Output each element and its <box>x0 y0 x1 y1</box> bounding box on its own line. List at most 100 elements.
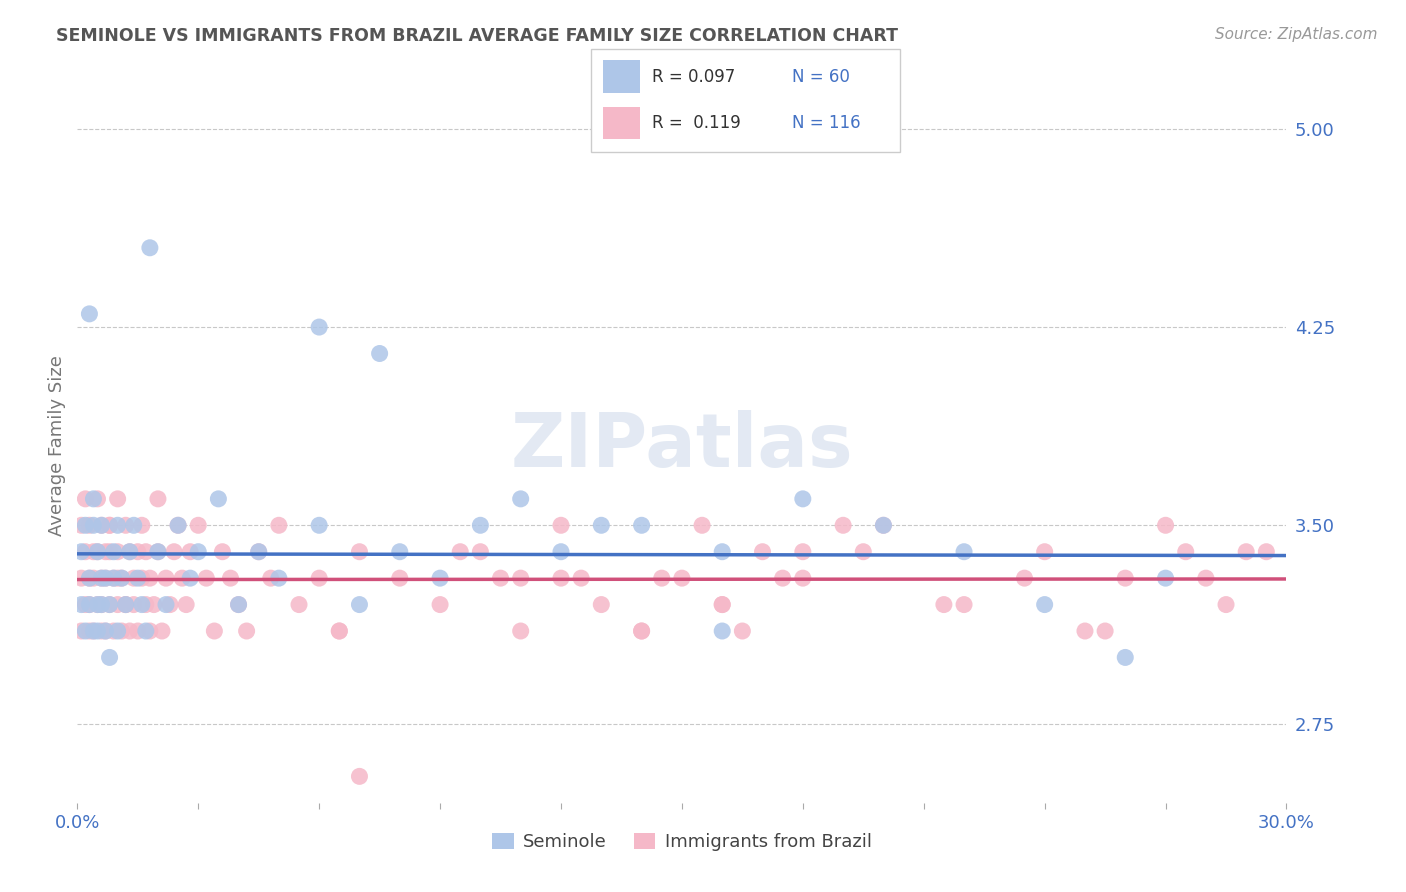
Point <box>107 545 129 559</box>
Point <box>70 545 93 559</box>
Text: SEMINOLE VS IMMIGRANTS FROM BRAZIL AVERAGE FAMILY SIZE CORRELATION CHART: SEMINOLE VS IMMIGRANTS FROM BRAZIL AVERA… <box>56 27 898 45</box>
Point <box>308 320 330 334</box>
Point <box>792 545 814 559</box>
Point <box>179 545 201 559</box>
Point <box>82 545 104 559</box>
Point <box>187 545 209 559</box>
Point <box>1033 545 1056 559</box>
Point <box>388 571 411 585</box>
Point <box>1234 545 1257 559</box>
Point <box>228 598 250 612</box>
Point <box>711 598 734 612</box>
Point <box>90 624 112 638</box>
Point <box>86 598 108 612</box>
Point <box>267 518 290 533</box>
Point <box>135 598 157 612</box>
Point <box>174 598 197 612</box>
Point <box>1033 598 1056 612</box>
Point <box>288 598 311 612</box>
Text: R =  0.119: R = 0.119 <box>652 114 741 132</box>
Point <box>114 598 136 612</box>
Point <box>651 571 673 585</box>
Point <box>953 598 976 612</box>
Point <box>70 598 93 612</box>
Point <box>79 598 101 612</box>
Point <box>139 624 162 638</box>
Point <box>94 545 117 559</box>
Point <box>167 518 190 533</box>
Point <box>103 571 125 585</box>
Point <box>429 598 451 612</box>
Point <box>172 571 194 585</box>
Point <box>114 598 136 612</box>
Point <box>429 571 451 585</box>
Point <box>832 518 855 533</box>
Point <box>127 545 149 559</box>
Point <box>70 571 93 585</box>
Point <box>103 545 125 559</box>
Point <box>671 571 693 585</box>
Point <box>150 624 173 638</box>
Point <box>852 545 875 559</box>
Point <box>70 518 93 533</box>
Point <box>163 545 186 559</box>
Point <box>470 518 492 533</box>
Point <box>82 491 104 506</box>
Point <box>107 571 129 585</box>
Point <box>70 624 93 638</box>
Point <box>872 518 894 533</box>
Point <box>122 571 145 585</box>
Point <box>118 624 141 638</box>
Point <box>114 518 136 533</box>
Point <box>155 571 177 585</box>
Point <box>155 598 177 612</box>
Point <box>247 545 270 559</box>
Point <box>94 624 117 638</box>
Point <box>75 545 97 559</box>
Point <box>114 598 136 612</box>
Point <box>470 545 492 559</box>
Point <box>550 545 572 559</box>
Point <box>792 491 814 506</box>
Text: N = 116: N = 116 <box>792 114 860 132</box>
Point <box>122 598 145 612</box>
Point <box>98 518 121 533</box>
FancyBboxPatch shape <box>603 106 640 139</box>
Point <box>94 624 117 638</box>
Point <box>1215 598 1237 612</box>
Point <box>731 624 754 638</box>
Point <box>792 571 814 585</box>
Point <box>118 545 141 559</box>
Point <box>207 491 229 506</box>
Point <box>1154 571 1177 585</box>
Point <box>260 571 283 585</box>
Point <box>98 650 121 665</box>
Point <box>308 518 330 533</box>
Point <box>111 571 134 585</box>
Point <box>630 518 652 533</box>
Point <box>107 518 129 533</box>
FancyBboxPatch shape <box>603 61 640 93</box>
Point <box>1014 571 1036 585</box>
FancyBboxPatch shape <box>591 49 900 152</box>
Point <box>122 518 145 533</box>
Text: R = 0.097: R = 0.097 <box>652 68 735 86</box>
Point <box>690 518 713 533</box>
Point <box>711 598 734 612</box>
Point <box>247 545 270 559</box>
Point <box>107 624 129 638</box>
Point <box>550 518 572 533</box>
Point <box>550 571 572 585</box>
Point <box>219 571 242 585</box>
Point <box>591 598 613 612</box>
Point <box>159 598 181 612</box>
Point <box>90 518 112 533</box>
Point <box>111 624 134 638</box>
Point <box>127 571 149 585</box>
Point <box>630 624 652 638</box>
Point <box>1114 571 1136 585</box>
Point <box>79 307 101 321</box>
Point <box>75 491 97 506</box>
Point <box>235 624 257 638</box>
Point <box>118 545 141 559</box>
